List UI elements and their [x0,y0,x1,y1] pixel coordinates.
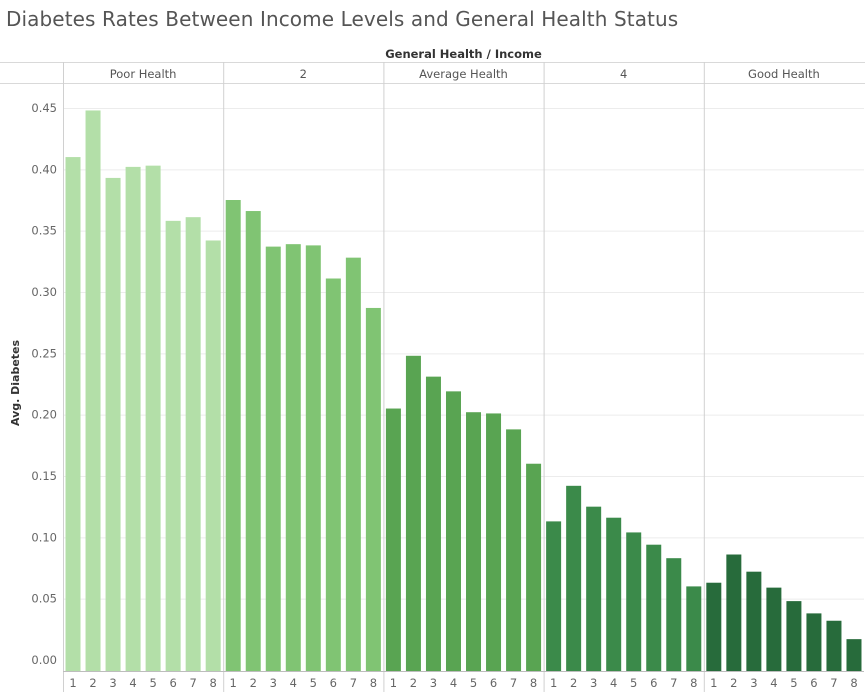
bar [606,517,622,671]
x-tick-label: 4 [450,676,457,690]
panel-label: Average Health [419,67,508,81]
bar [846,639,862,671]
bar [165,220,181,671]
bar [285,244,301,671]
bar [385,408,401,671]
x-tick-label: 1 [230,676,237,690]
x-tick-label: 1 [710,676,717,690]
y-tick-label: 0.25 [31,346,57,360]
bar [265,246,281,671]
chart-title: Diabetes Rates Between Income Levels and… [6,7,679,31]
y-tick-label: 0.30 [31,285,57,299]
y-tick-label: 0.05 [31,592,57,606]
bar [786,601,802,671]
bar [806,613,822,671]
x-tick-label: 8 [850,676,857,690]
x-tick-label: 2 [250,676,257,690]
bar [145,165,161,672]
bar [686,586,702,671]
bar [766,587,782,671]
y-axis-label: Avg. Diabetes [9,340,22,427]
bar [486,413,502,671]
x-tick-label: 5 [149,676,156,690]
bar [245,211,261,672]
bar [726,554,742,671]
bar [65,157,81,672]
x-tick-label: 8 [370,676,377,690]
x-tick-label: 1 [550,676,557,690]
y-tick-label: 0.45 [31,101,57,115]
x-tick-label: 4 [770,676,777,690]
x-tick-label: 2 [410,676,417,690]
x-tick-label: 2 [89,676,96,690]
x-tick-label: 3 [750,676,757,690]
x-tick-label: 1 [390,676,397,690]
x-tick-label: 2 [730,676,737,690]
x-tick-label: 5 [630,676,637,690]
panel-label: 4 [620,67,627,81]
y-tick-label: 0.10 [31,530,57,544]
x-tick-label: 5 [470,676,477,690]
x-tick-label: 7 [670,676,677,690]
x-tick-label: 4 [610,676,617,690]
bar [706,582,722,671]
bar [365,307,381,671]
bar [466,412,482,671]
bar [185,217,201,671]
x-tick-label: 5 [790,676,797,690]
x-tick-label: 3 [430,676,437,690]
x-tick-label: 7 [510,676,517,690]
bar [646,544,662,671]
x-tick-label: 6 [490,676,497,690]
bar [826,620,842,671]
bar [225,200,241,671]
bar [405,355,421,671]
bar [85,110,101,672]
bar [666,558,682,671]
bar [546,521,562,671]
panel-label: 2 [300,67,307,81]
column-header-label: General Health / Income [385,47,542,61]
x-tick-label: 6 [810,676,817,690]
bar [445,391,461,671]
x-tick-label: 8 [690,676,697,690]
x-tick-label: 8 [530,676,537,690]
y-tick-label: 0.35 [31,224,57,238]
bar [205,240,221,672]
bar [305,245,321,672]
x-tick-label: 3 [109,676,116,690]
y-tick-label: 0.40 [31,162,57,176]
x-tick-label: 7 [830,676,837,690]
x-tick-label: 1 [69,676,76,690]
panel-label: Good Health [748,67,820,81]
y-tick-label: 0.20 [31,408,57,422]
x-tick-label: 5 [310,676,317,690]
x-tick-label: 3 [590,676,597,690]
x-tick-label: 4 [129,676,136,690]
x-tick-label: 8 [210,676,217,690]
y-tick-label: 0.00 [31,653,57,667]
x-tick-label: 4 [290,676,297,690]
x-tick-label: 7 [350,676,357,690]
x-tick-label: 3 [270,676,277,690]
bar [325,278,341,671]
bar [125,166,141,671]
bar [566,485,582,671]
bar [105,177,121,672]
bar [506,429,522,671]
x-tick-label: 6 [169,676,176,690]
bar [626,532,642,671]
x-tick-label: 6 [330,676,337,690]
bar [746,571,762,671]
bar [526,463,542,671]
y-tick-label: 0.15 [31,469,57,483]
bar [425,376,441,671]
x-tick-label: 7 [189,676,196,690]
bar [586,506,602,671]
x-tick-label: 2 [570,676,577,690]
x-tick-label: 6 [650,676,657,690]
panel-label: Poor Health [110,67,177,81]
bar [345,257,361,671]
